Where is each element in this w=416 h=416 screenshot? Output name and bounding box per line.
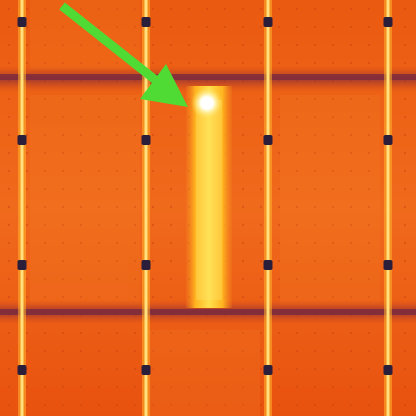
busbar-line — [20, 0, 24, 416]
mounting-clip — [141, 17, 151, 27]
mounting-clips — [17, 17, 393, 375]
mounting-clip — [141, 135, 151, 145]
busbars — [18, 0, 392, 416]
mounting-clip — [17, 17, 27, 27]
frame-rails — [0, 66, 416, 324]
mounting-clip — [263, 260, 273, 270]
hotspot-core — [200, 96, 214, 110]
cell-shading — [30, 0, 380, 416]
mounting-clip — [383, 135, 393, 145]
mounting-clip — [383, 365, 393, 375]
mounting-clip — [263, 365, 273, 375]
mounting-clip — [17, 135, 27, 145]
mounting-clip — [263, 17, 273, 27]
mounting-clip — [17, 365, 27, 375]
mounting-clip — [141, 365, 151, 375]
mounting-clip — [383, 260, 393, 270]
busbar-line — [266, 0, 270, 416]
mounting-clip — [383, 17, 393, 27]
mounting-clip — [17, 260, 27, 270]
busbar-line — [144, 0, 148, 416]
green-arrow-icon — [59, 2, 188, 107]
hot-cell-column — [186, 86, 232, 308]
mounting-clip — [263, 135, 273, 145]
mounting-clip — [141, 260, 151, 270]
busbar-line — [386, 0, 390, 416]
